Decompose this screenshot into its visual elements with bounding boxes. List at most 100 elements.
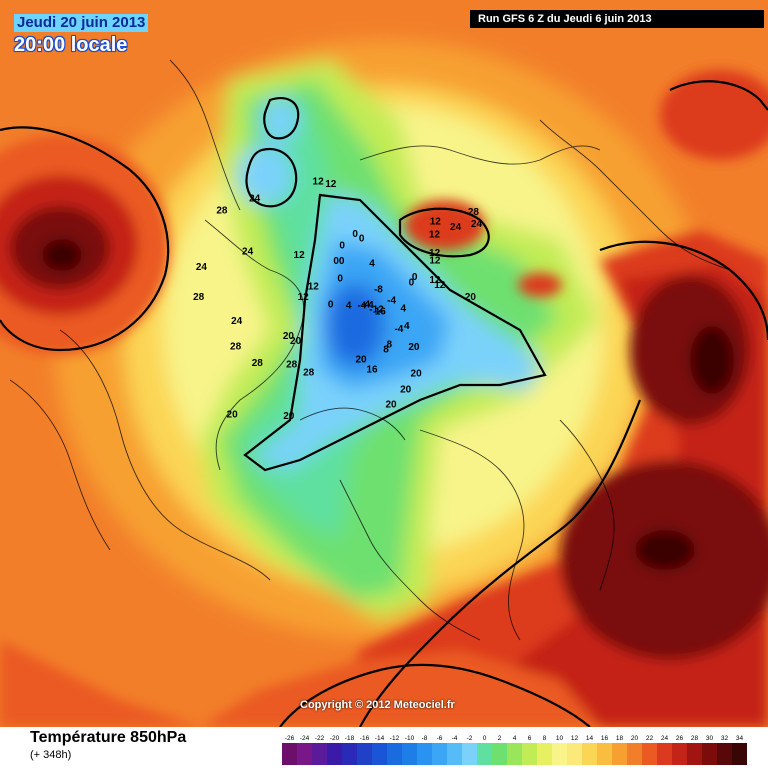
contour-value-label: 12 bbox=[429, 248, 441, 259]
legend-swatch bbox=[312, 743, 327, 765]
legend-tick: 16 bbox=[601, 735, 609, 742]
legend-swatch bbox=[357, 743, 372, 765]
legend-tick: 4 bbox=[513, 735, 517, 742]
legend-footer: Température 850hPa (+ 348h) -26 -24 -22 -20… bbox=[0, 727, 768, 768]
legend-tick: 20 bbox=[631, 735, 639, 742]
legend-swatch bbox=[417, 743, 432, 765]
legend-tick: -22 bbox=[315, 735, 325, 742]
contour-value-label: 20 bbox=[283, 331, 295, 342]
contour-value-label: 0 bbox=[333, 256, 339, 267]
contour-value-label: 20 bbox=[227, 409, 239, 420]
contour-value-label: 12 bbox=[325, 179, 337, 190]
legend-swatch bbox=[342, 743, 357, 765]
legend-tick: -12 bbox=[390, 735, 400, 742]
legend-swatch bbox=[522, 743, 537, 765]
legend-tick: 34 bbox=[736, 735, 744, 742]
legend-tick: -24 bbox=[300, 735, 310, 742]
legend-swatch bbox=[552, 743, 567, 765]
legend-swatch bbox=[687, 743, 702, 765]
contour-value-label: 8 bbox=[387, 340, 393, 351]
variable-title: Température 850hPa bbox=[30, 729, 187, 746]
contour-value-label: -8 bbox=[374, 284, 383, 295]
legend-tick: 28 bbox=[691, 735, 699, 742]
contour-value-label: 16 bbox=[375, 306, 387, 317]
forecast-local-time: 20:00 locale bbox=[14, 34, 128, 56]
contour-value-label: 20 bbox=[411, 368, 423, 379]
legend-swatch bbox=[597, 743, 612, 765]
legend-swatch bbox=[477, 743, 492, 765]
legend-swatch bbox=[492, 743, 507, 765]
legend-tick: 18 bbox=[616, 735, 624, 742]
contour-value-label: 24 bbox=[196, 262, 208, 273]
legend-swatch bbox=[432, 743, 447, 765]
legend-tick: 32 bbox=[721, 735, 729, 742]
contour-value-label: 28 bbox=[303, 367, 315, 378]
contour-value-label: 4 bbox=[401, 303, 407, 314]
contour-value-label: 20 bbox=[400, 385, 412, 396]
legend-swatch bbox=[642, 743, 657, 765]
contour-value-label: 28 bbox=[193, 292, 205, 303]
legend-tick: -8 bbox=[422, 735, 428, 742]
contour-value-label: 24 bbox=[450, 222, 462, 233]
forecast-hours: (+ 348h) bbox=[30, 749, 72, 761]
contour-value-label: 0 bbox=[412, 272, 418, 283]
legend-swatch bbox=[537, 743, 552, 765]
legend-swatch bbox=[702, 743, 717, 765]
legend-tick: 12 bbox=[571, 735, 579, 742]
contour-value-label: -4 bbox=[361, 300, 370, 311]
legend-tick: -18 bbox=[345, 735, 355, 742]
contour-value-label: 24 bbox=[471, 219, 483, 230]
copyright-text: Copyright © 2012 Meteociel.fr bbox=[300, 699, 455, 711]
contour-value-label: 28 bbox=[230, 342, 242, 353]
legend-swatch bbox=[612, 743, 627, 765]
contour-value-label: 0 bbox=[409, 278, 415, 289]
contour-value-label: 0 bbox=[352, 229, 358, 240]
contour-value-label: 28 bbox=[216, 205, 228, 216]
legend-swatch bbox=[732, 743, 747, 765]
legend-tick: 6 bbox=[528, 735, 532, 742]
contour-value-label: 28 bbox=[468, 207, 480, 218]
contour-value-label: 0 bbox=[337, 274, 343, 285]
contour-value-label: -12 bbox=[369, 304, 384, 315]
contour-value-label: 20 bbox=[408, 342, 420, 353]
contour-value-label: -4 bbox=[387, 296, 396, 307]
legend-tick: -20 bbox=[330, 735, 340, 742]
legend-tick: 8 bbox=[543, 735, 547, 742]
legend-tick: -4 bbox=[452, 735, 458, 742]
legend-tick: 22 bbox=[646, 735, 654, 742]
contour-value-label: 12 bbox=[308, 282, 320, 293]
legend-tick: -16 bbox=[360, 735, 370, 742]
contour-value-label: 0 bbox=[339, 240, 345, 251]
legend-swatch bbox=[627, 743, 642, 765]
contour-value-label: 20 bbox=[290, 336, 302, 347]
contour-value-label: 12 bbox=[434, 280, 446, 291]
legend-swatch bbox=[297, 743, 312, 765]
legend-swatch bbox=[462, 743, 477, 765]
legend-swatch bbox=[387, 743, 402, 765]
contour-value-label: 16 bbox=[366, 365, 378, 376]
temperature-field bbox=[0, 0, 768, 727]
legend-tick: 14 bbox=[586, 735, 594, 742]
isotherm-contours bbox=[0, 80, 768, 727]
color-scale-legend: -26 -24 -22 -20 -18 -16 -14 -12 -10 -8 -6 -4 -2 0 2 4 6 8… bbox=[282, 735, 747, 765]
contour-value-label: 20 bbox=[385, 400, 397, 411]
legend-tick: 24 bbox=[661, 735, 669, 742]
contour-value-label: 20 bbox=[465, 292, 477, 303]
legend-tick: 2 bbox=[498, 735, 502, 742]
contour-value-label: 20 bbox=[355, 354, 367, 365]
contour-value-label: 8 bbox=[383, 344, 389, 355]
legend-swatch bbox=[372, 743, 387, 765]
legend-swatch bbox=[447, 743, 462, 765]
legend-tick: -26 bbox=[285, 735, 295, 742]
legend-tick: -2 bbox=[467, 735, 473, 742]
legend-swatch bbox=[282, 743, 297, 765]
contour-value-label: 12 bbox=[429, 256, 441, 267]
contour-value-label: 12 bbox=[429, 230, 441, 241]
contour-value-label: 4 bbox=[404, 321, 410, 332]
legend-tick: 0 bbox=[483, 735, 487, 742]
legend-tick: 10 bbox=[556, 735, 564, 742]
contour-value-label: 24 bbox=[249, 194, 261, 205]
contour-value-label: 0 bbox=[339, 256, 345, 267]
